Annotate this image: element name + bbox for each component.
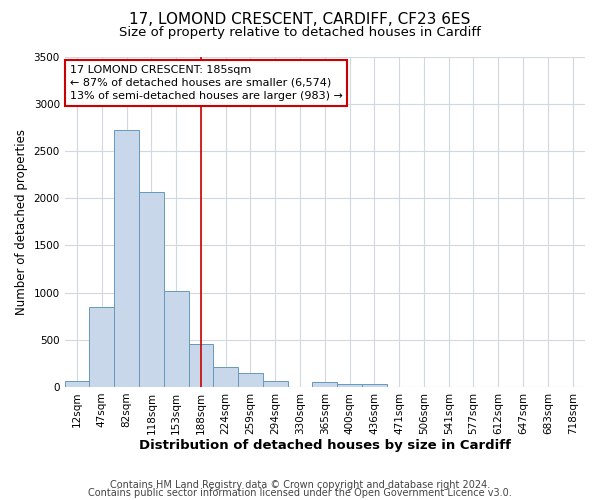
Bar [238, 373, 263, 387]
X-axis label: Distribution of detached houses by size in Cardiff: Distribution of detached houses by size … [139, 440, 511, 452]
Bar [362, 384, 387, 387]
Text: 17, LOMOND CRESCENT, CARDIFF, CF23 6ES: 17, LOMOND CRESCENT, CARDIFF, CF23 6ES [130, 12, 470, 28]
Bar [114, 130, 139, 387]
Text: 17 LOMOND CRESCENT: 185sqm
← 87% of detached houses are smaller (6,574)
13% of s: 17 LOMOND CRESCENT: 185sqm ← 87% of deta… [70, 65, 343, 101]
Text: Size of property relative to detached houses in Cardiff: Size of property relative to detached ho… [119, 26, 481, 39]
Bar [188, 344, 214, 387]
Bar [263, 382, 287, 387]
Bar [337, 384, 362, 387]
Y-axis label: Number of detached properties: Number of detached properties [15, 128, 28, 314]
Text: Contains HM Land Registry data © Crown copyright and database right 2024.: Contains HM Land Registry data © Crown c… [110, 480, 490, 490]
Bar [164, 290, 188, 387]
Bar [65, 382, 89, 387]
Text: Contains public sector information licensed under the Open Government Licence v3: Contains public sector information licen… [88, 488, 512, 498]
Bar [139, 192, 164, 387]
Bar [214, 367, 238, 387]
Bar [313, 382, 337, 387]
Bar [89, 306, 114, 387]
